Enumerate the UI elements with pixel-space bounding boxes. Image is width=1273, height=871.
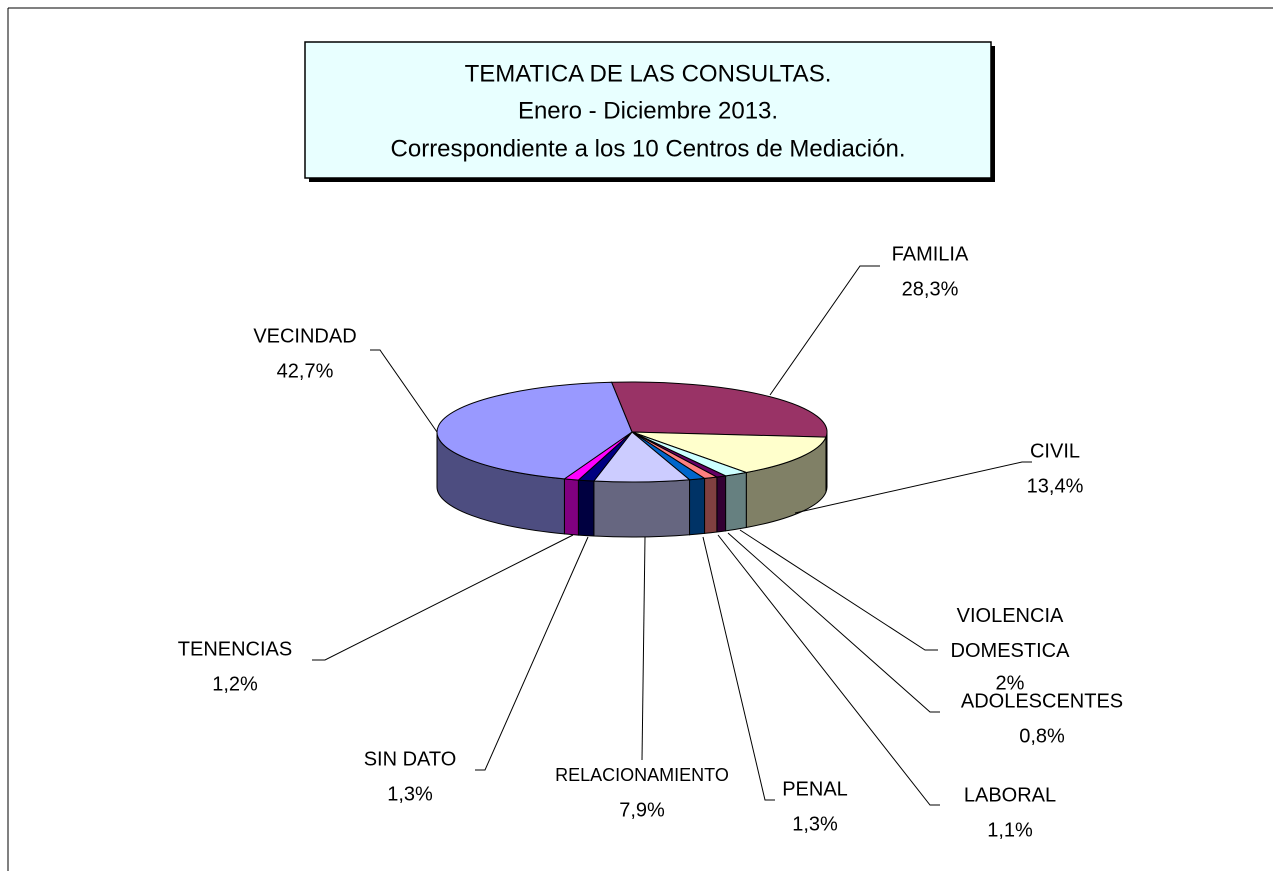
chart-subtitle: Enero - Diciembre 2013. <box>518 97 778 124</box>
value-label: 2% <box>996 672 1025 694</box>
slice-side <box>689 477 706 536</box>
chart-title: TEMATICA DE LAS CONSULTAS. <box>465 60 832 87</box>
category-label: VECINDAD <box>253 325 356 347</box>
slice <box>610 381 828 438</box>
category-label: CIVIL <box>1030 440 1080 462</box>
leader-line <box>717 534 940 806</box>
leader-line <box>475 536 589 771</box>
leader-line <box>702 536 775 801</box>
category-label: TENENCIAS <box>178 638 292 660</box>
slice-side <box>593 479 691 538</box>
leader-line <box>739 529 938 651</box>
slice-side <box>563 478 579 536</box>
slice-side <box>704 476 718 534</box>
value-label: 1,2% <box>212 673 258 695</box>
category-label: VIOLENCIA DOMESTICA <box>951 605 1071 662</box>
leader-line <box>769 265 880 396</box>
slice <box>592 431 691 483</box>
slice-side <box>716 475 727 533</box>
leader-line <box>641 536 646 761</box>
title-box: TEMATICA DE LAS CONSULTAS. Enero - Dicie… <box>304 41 995 182</box>
value-label: 0,8% <box>1019 725 1065 747</box>
leader-line <box>727 532 940 713</box>
category-label: PENAL <box>782 778 848 800</box>
value-label: 13,4% <box>1027 475 1084 497</box>
value-label: 7,9% <box>619 799 665 821</box>
category-label: RELACIONAMIENTO <box>555 765 729 785</box>
category-label: SIN DATO <box>364 748 457 770</box>
leader-line <box>370 349 438 433</box>
slice <box>436 381 633 480</box>
category-label: FAMILIA <box>892 243 969 265</box>
slice <box>631 431 827 474</box>
value-label: 1,3% <box>387 783 433 805</box>
value-label: 28,3% <box>902 278 959 300</box>
value-label: 1,3% <box>792 813 838 835</box>
value-label: 42,7% <box>277 360 334 382</box>
value-label: 1,1% <box>987 819 1033 841</box>
category-label: ADOLESCENTES <box>961 690 1123 712</box>
slice-side <box>725 471 747 532</box>
leader-line <box>312 534 574 661</box>
category-label: LABORAL <box>964 784 1056 806</box>
title-background <box>304 41 992 179</box>
chart-subtitle: Correspondiente a los 10 Centros de Medi… <box>391 135 906 162</box>
leader-line <box>794 461 1032 514</box>
slice-side <box>577 479 595 537</box>
